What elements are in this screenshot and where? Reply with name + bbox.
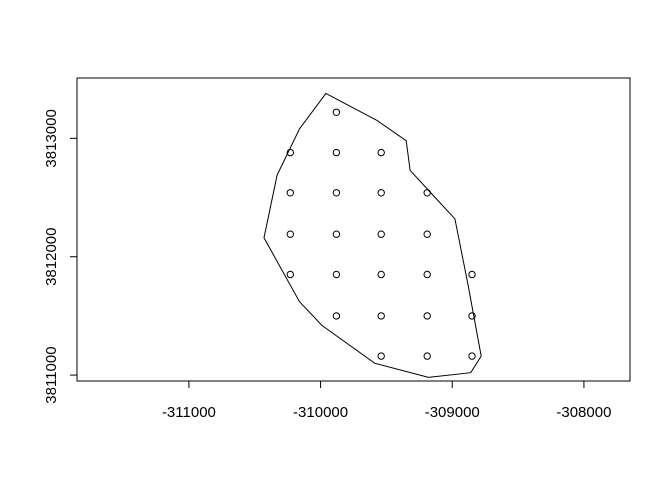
data-point [423, 230, 431, 238]
data-point [423, 352, 431, 360]
data-point [286, 189, 294, 197]
data-point [377, 189, 385, 197]
data-point [332, 148, 341, 157]
data-point [332, 230, 341, 238]
data-point [423, 189, 431, 197]
x-tick-label: -310000 [293, 404, 348, 421]
data-point [332, 108, 341, 117]
data-point [286, 270, 294, 279]
data-point [377, 270, 385, 279]
data-point [332, 270, 341, 279]
data-point [377, 352, 385, 360]
x-tick-label: -311000 [162, 404, 216, 421]
boundary-polygon [263, 92, 482, 378]
x-tick-label: -309000 [425, 404, 480, 421]
data-point [468, 312, 476, 320]
y-tick-label: 3812000 [43, 228, 60, 286]
sample-points [286, 108, 476, 360]
data-point [468, 352, 476, 360]
data-point [468, 270, 476, 279]
data-point [332, 312, 341, 320]
plot-frame [76, 77, 631, 382]
data-point [377, 230, 385, 238]
x-tick-label: -308000 [556, 404, 611, 421]
data-point [423, 312, 431, 320]
x-axis: -311000 -310000 -309000 -308000 [162, 380, 611, 421]
data-point [377, 312, 385, 320]
data-point [377, 148, 385, 157]
y-tick-label: 3813000 [43, 109, 60, 167]
data-point [286, 148, 294, 157]
data-point [423, 270, 431, 279]
data-point [286, 230, 294, 238]
y-tick-label: 3811000 [43, 346, 60, 403]
y-axis: 3811000 3812000 3813000 [43, 109, 78, 404]
data-point [332, 189, 341, 197]
